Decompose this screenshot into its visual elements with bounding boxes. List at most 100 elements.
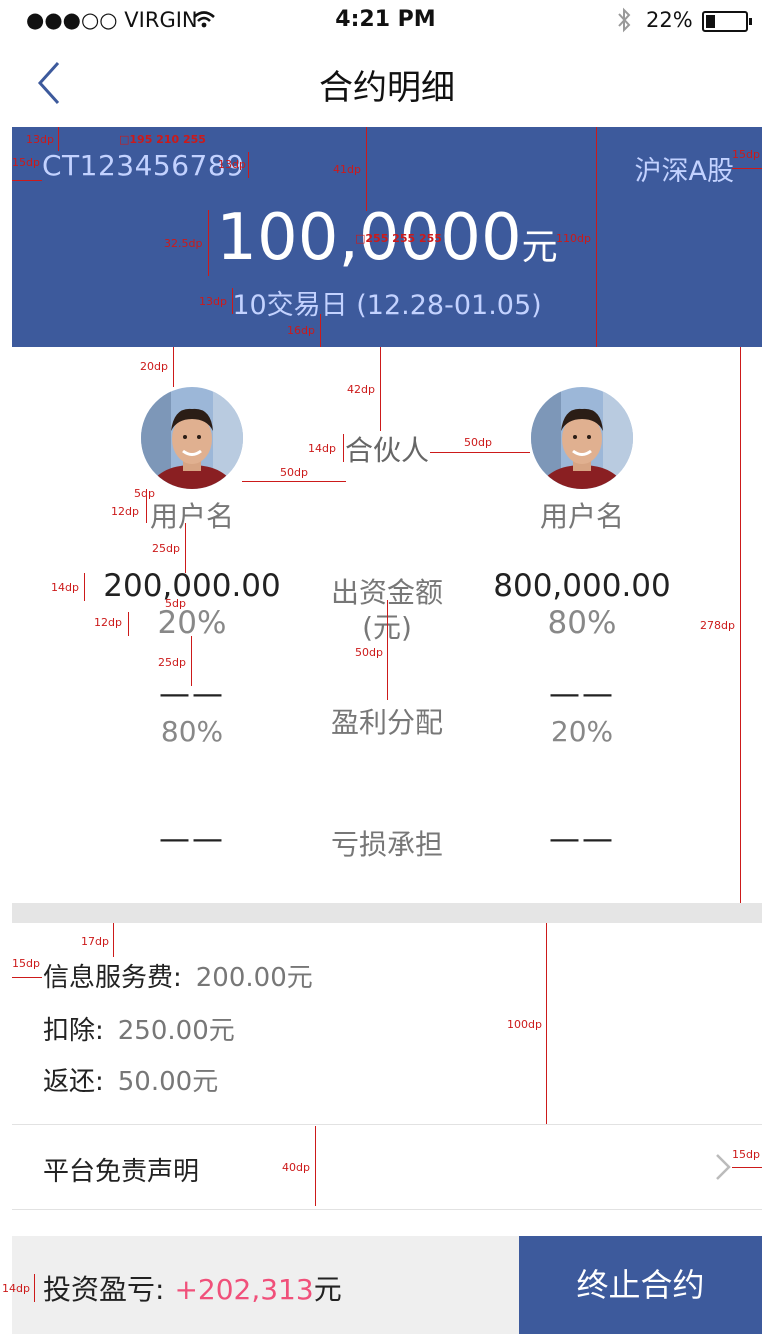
dim-label: 15dp [732,1148,760,1161]
status-time: 4:21 PM [335,7,436,32]
section-divider [12,903,762,923]
dim-label: 100dp [507,1018,542,1031]
dim-label: 5dp [134,487,155,500]
dim-label: 15dp [12,156,40,169]
service-fee-row: 信息服务费: 200.00元 [43,957,313,994]
avatar-left-image [141,387,243,489]
terminate-contract-button[interactable]: 终止合约 [519,1236,762,1334]
carrier-label: ●●●○○ VIRGIN [26,8,198,32]
left-investment-pct: 20% [157,605,227,641]
deduct-label: 扣除: [43,1016,104,1046]
right-profit-pct: 20% [550,715,614,748]
right-margin [762,0,771,1334]
dim-line [34,1274,35,1302]
dim-line [12,180,42,181]
nav-bar: 合约明细 [12,40,762,127]
pnl-summary: 投资盈亏: +202,313元 [43,1268,342,1308]
dim-label: 32.5dp [164,237,203,250]
dim-line [232,288,233,314]
avatar-right-image [531,387,633,489]
dim-label: 14dp [308,442,336,455]
dim-label: 13dp [199,295,227,308]
dim-label: 14dp [2,1282,30,1295]
dim-line [185,523,186,573]
dim-label: 20dp [140,360,168,373]
contract-code: CT123456789 [42,149,245,182]
dim-line [596,127,597,347]
amount-number: 100,0000 [216,201,522,275]
dim-label: 12dp [94,616,122,629]
dim-label: 50dp [355,646,383,659]
dim-line [732,168,762,169]
dim-line [315,1126,316,1206]
bluetooth-icon [618,7,631,33]
dim-label: 12dp [111,505,139,518]
dim-label: 15dp [732,148,760,161]
left-profit-pct: 80% [160,715,224,748]
service-fee-value: 200.00元 [195,963,313,993]
status-bar: ●●●○○ VIRGIN 4:21 PM 22% [0,0,771,40]
right-investment: 800,000.00 [493,568,671,604]
dim-line [208,210,209,276]
investment-label: 出资金额 [330,576,443,609]
contract-header: CT123456789 沪深A股 100,0000元 10交易日 (12.28-… [12,127,762,347]
investment-unit: (元) [362,611,412,644]
page-title: 合约明细 [319,68,455,108]
dim-line [113,923,114,957]
dim-line [732,1167,762,1168]
dim-label: 25dp [158,656,186,669]
deduct-row: 扣除: 250.00元 [43,1010,235,1047]
dim-label: □255 255 255 [355,232,442,245]
market-label: 沪深A股 [634,156,734,187]
dim-line [58,127,59,151]
dim-line [128,612,129,636]
dim-line [380,347,381,431]
dim-label: 13dp [26,133,54,146]
dim-label: 15dp [12,957,40,970]
right-profit: —— [549,676,615,712]
fees-section: 信息服务费: 200.00元 扣除: 250.00元 返还: 50.00元 [12,923,762,1124]
dim-label: 278dp [700,619,735,632]
dim-label: 110dp [556,232,591,245]
disclaimer-row[interactable]: 平台免责声明 [12,1124,762,1210]
left-loss: —— [159,821,225,857]
refund-label: 返还: [43,1067,104,1097]
deduct-value: 250.00元 [117,1016,235,1046]
pnl-value: +202,313 [174,1273,314,1306]
dim-line [366,127,367,211]
left-margin [0,0,12,1334]
dim-line [430,452,530,453]
dim-label: 50dp [280,466,308,479]
loss-label: 亏损承担 [330,828,443,861]
contract-amount: 100,0000元 [12,201,762,275]
pnl-unit: 元 [313,1273,342,1306]
amount-unit: 元 [521,227,558,268]
wifi-icon [193,11,215,28]
dim-line [740,347,741,903]
right-investment-pct: 80% [547,605,617,641]
dim-line [546,923,547,1124]
left-profit: —— [159,676,225,712]
pnl-label: 投资盈亏: [43,1273,165,1306]
dim-label: 50dp [464,436,492,449]
dim-label: 40dp [282,1161,310,1174]
dim-line [84,573,85,601]
refund-value: 50.00元 [117,1067,219,1097]
disclaimer-label: 平台免责声明 [43,1157,200,1187]
back-icon[interactable] [32,60,72,106]
avatar-right[interactable] [531,387,633,489]
service-fee-label: 信息服务费: [43,963,182,993]
battery-percent: 22% [646,8,693,32]
dim-line [146,497,147,523]
right-loss: —— [549,821,615,857]
avatar-left[interactable] [141,387,243,489]
dim-label: 41dp [333,163,361,176]
dim-line [12,977,42,978]
left-username: 用户名 [149,500,234,533]
dim-line [248,152,249,178]
dim-label: 14dp [51,581,79,594]
dim-line [320,314,321,347]
dim-label: 16dp [287,324,315,337]
dim-label: 5dp [165,597,186,610]
profit-label: 盈利分配 [330,706,443,739]
